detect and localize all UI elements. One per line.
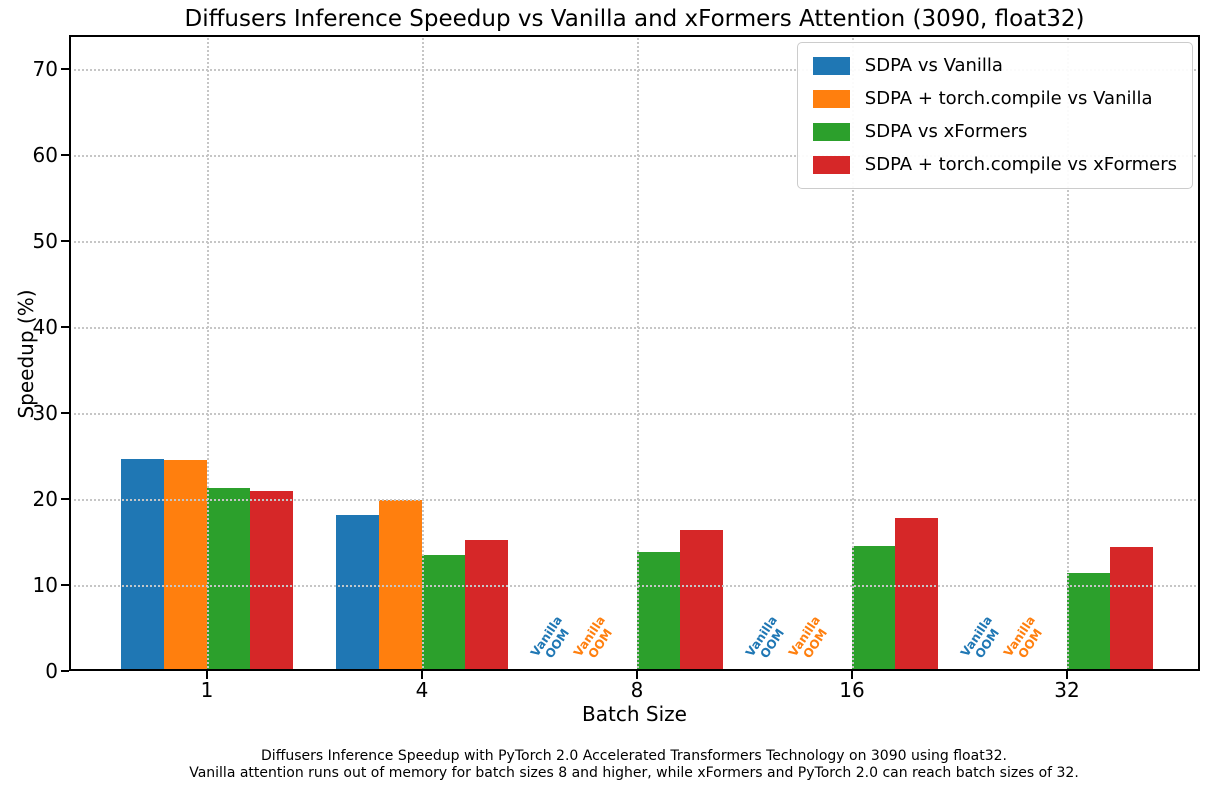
x-tick-mark-8 [636, 671, 638, 679]
gridline-y-50 [69, 241, 1200, 244]
legend-swatch-3 [812, 156, 850, 174]
legend: SDPA vs Vanilla SDPA + torch.compile vs V… [796, 42, 1193, 189]
legend-item-0: SDPA vs Vanilla [812, 55, 1177, 77]
legend-swatch-1 [812, 90, 850, 108]
y-tick-label-60: 60 [32, 143, 58, 168]
x-tick-label-32: 32 [1054, 678, 1080, 702]
oom-annotation-32-series-0: Vanilla OOM [957, 614, 1006, 667]
y-tick-label-10: 10 [32, 573, 58, 598]
bar-8-series-2 [637, 552, 680, 671]
gridline-y-30 [69, 413, 1200, 416]
bar-32-series-3 [1110, 547, 1153, 671]
x-tick-mark-1 [206, 671, 208, 679]
x-axis-label: Batch Size [582, 702, 687, 726]
bar-4-series-2 [422, 554, 465, 671]
x-tick-label-4: 4 [415, 678, 429, 702]
y-tick-mark-0 [61, 670, 69, 672]
x-tick-mark-32 [1066, 671, 1068, 679]
x-tick-label-8: 8 [630, 678, 644, 702]
caption: Diffusers Inference Speedup with PyTorch… [0, 748, 1211, 782]
bar-4-series-3 [465, 540, 508, 671]
legend-item-3: SDPA + torch.compile vs xFormers [812, 154, 1177, 176]
x-tick-mark-4 [421, 671, 423, 679]
bar-1-series-3 [250, 490, 293, 671]
gridline-y-40 [69, 327, 1200, 330]
y-tick-label-20: 20 [32, 487, 58, 512]
y-tick-mark-10 [61, 584, 69, 587]
oom-annotation-32-series-1: Vanilla OOM [1000, 614, 1049, 667]
x-tick-label-16: 16 [839, 678, 865, 702]
legend-label-3: SDPA + torch.compile vs xFormers [864, 154, 1177, 175]
bar-1-series-2 [207, 487, 250, 671]
bar-4-series-1 [379, 499, 422, 671]
y-tick-mark-60 [61, 154, 69, 157]
y-tick-label-30: 30 [32, 401, 58, 426]
x-tick-mark-16 [851, 671, 853, 679]
y-tick-mark-50 [61, 240, 69, 243]
bar-16-series-3 [895, 518, 938, 671]
x-tick-label-1: 1 [200, 678, 214, 702]
caption-line-1: Diffusers Inference Speedup with PyTorch… [261, 748, 1007, 764]
y-tick-mark-70 [61, 68, 69, 71]
bar-16-series-2 [852, 546, 895, 671]
legend-label-2: SDPA vs xFormers [864, 121, 1028, 142]
chart-title: Diffusers Inference Speedup vs Vanilla a… [184, 6, 1085, 32]
y-tick-mark-20 [61, 498, 69, 501]
legend-label-1: SDPA + torch.compile vs Vanilla [864, 88, 1153, 109]
legend-item-2: SDPA vs xFormers [812, 121, 1177, 143]
y-tick-mark-30 [61, 412, 69, 415]
legend-swatch-0 [812, 57, 850, 75]
bar-4-series-0 [336, 515, 379, 671]
caption-line-2: Vanilla attention runs out of memory for… [189, 765, 1079, 781]
oom-annotation-8-series-1: Vanilla OOM [570, 614, 619, 667]
y-tick-mark-40 [61, 326, 69, 329]
oom-annotation-16-series-1: Vanilla OOM [785, 614, 834, 667]
y-tick-label-40: 40 [32, 315, 58, 340]
oom-annotation-8-series-0: Vanilla OOM [527, 614, 576, 667]
plot-area: SDPA vs Vanilla SDPA + torch.compile vs V… [69, 35, 1200, 671]
y-tick-label-50: 50 [32, 229, 58, 254]
y-tick-label-70: 70 [32, 57, 58, 82]
bar-8-series-3 [680, 530, 723, 671]
bar-32-series-2 [1067, 573, 1110, 671]
legend-label-0: SDPA vs Vanilla [864, 55, 1003, 76]
y-tick-label-0: 0 [45, 659, 58, 683]
legend-swatch-2 [812, 123, 850, 141]
legend-item-1: SDPA + torch.compile vs Vanilla [812, 88, 1177, 110]
bar-1-series-1 [164, 460, 207, 671]
oom-annotation-16-series-0: Vanilla OOM [742, 614, 791, 667]
bar-1-series-0 [121, 458, 164, 671]
